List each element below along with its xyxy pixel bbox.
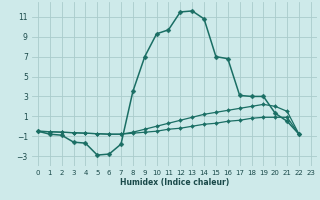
- X-axis label: Humidex (Indice chaleur): Humidex (Indice chaleur): [120, 178, 229, 187]
